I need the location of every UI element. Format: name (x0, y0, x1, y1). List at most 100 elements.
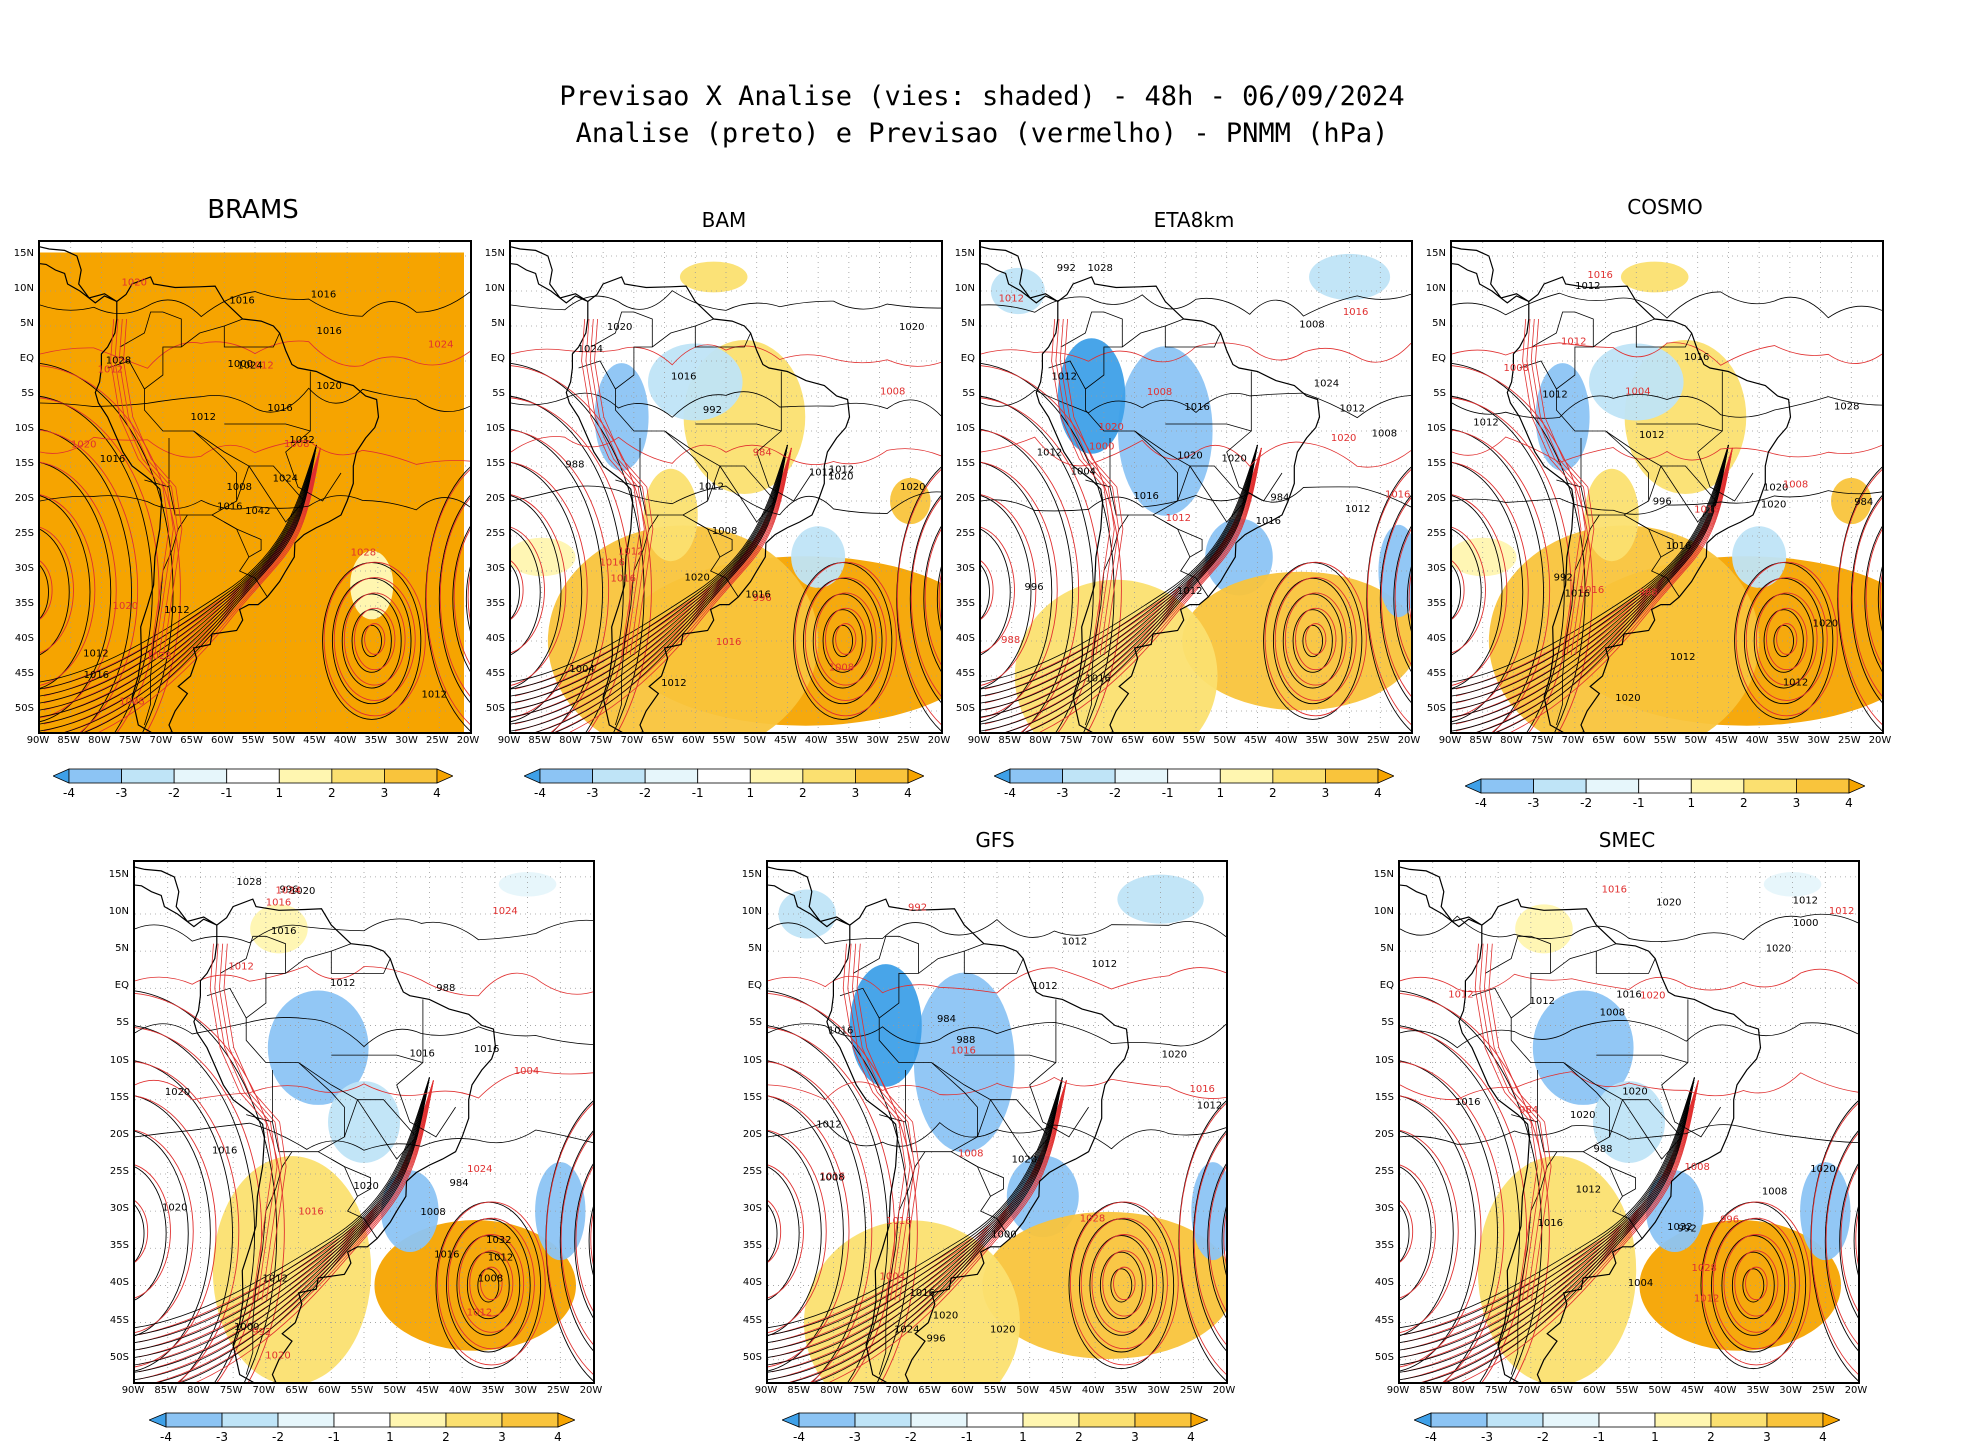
country-border (1636, 521, 1662, 558)
lat-tick-label: 40S (742, 1277, 762, 1289)
analysis-isobar (1400, 1077, 1695, 1351)
lon-tick-label: 85W (57, 735, 81, 746)
analysis-isobar (40, 444, 317, 697)
analysis-isobar (981, 444, 1258, 718)
lat-tick-label: 30S (1374, 1203, 1394, 1215)
central-america-coastline (40, 246, 118, 304)
country-border (590, 311, 653, 348)
country-border (719, 465, 776, 523)
country-border (119, 311, 182, 348)
forecast-isobar (981, 429, 1080, 732)
country-border (839, 987, 880, 1019)
forecast-isobar (589, 318, 650, 656)
forecast-isobar (135, 1129, 194, 1333)
south-america-coastline (1035, 276, 1321, 732)
isobar-label: 984 (449, 1178, 468, 1189)
forecast-isobar (514, 447, 792, 732)
isobar-label: 1016 (474, 1044, 499, 1055)
lon-tick-label: 55W (1653, 735, 1677, 746)
isobar-label: 1012 (1793, 895, 1818, 906)
analysis-isobar (135, 1077, 430, 1358)
forecast-isobar (1193, 1132, 1226, 1345)
forecast-isobar (1113, 1266, 1136, 1301)
isobar-label: 1020 (1622, 1086, 1647, 1097)
isobar-label: 1004 (1071, 466, 1096, 477)
isobar-label: 988 (1593, 1144, 1612, 1155)
forecast-isobar (1488, 943, 1552, 1301)
forecast-isobar (114, 318, 174, 656)
colorbar-tick-label: -4 (1475, 796, 1487, 810)
lat-tick-label: 15N (484, 248, 505, 259)
forecast-isobar (135, 1070, 593, 1101)
isobar-label: 1004 (1625, 386, 1650, 397)
colorbar-segment (501, 1412, 559, 1428)
isobar-label: 1012 (1177, 586, 1202, 597)
analysis-isobar (559, 1130, 593, 1352)
colorbar-arrow-high (1822, 1412, 1842, 1428)
forecast-isobar (896, 469, 941, 725)
colorbar-tick-label: 1 (1687, 796, 1696, 810)
country-border (330, 951, 391, 974)
isobar-label: 1016 (84, 670, 109, 681)
isobar-label: 988 (1639, 588, 1658, 599)
analysis-isobar (1400, 1025, 1521, 1382)
analysis-isobar (1452, 394, 1882, 419)
isobar-label: 992 (908, 903, 927, 914)
lon-tick-label: 90W (1438, 735, 1462, 746)
isobar-label: 992 (1678, 1224, 1697, 1235)
forecast-isobar (1064, 318, 1124, 656)
country-border (206, 987, 247, 1019)
country-border (1060, 311, 1123, 348)
forecast-isobar (1455, 447, 1733, 718)
colorbar-segment (854, 1412, 912, 1428)
isobar-label: 1012 (699, 481, 724, 492)
forecast-isobar (569, 447, 792, 732)
isobar-label: 1016 (1256, 516, 1281, 527)
lon-tick-label: 50W (743, 735, 767, 746)
lat-tick-label: 40S (1426, 633, 1446, 644)
colorbar-arrow-low (1412, 1412, 1432, 1428)
map-svg: 1012100810161012101610121012101610201020… (768, 862, 1226, 1382)
forecast-isobar (856, 943, 920, 1301)
lon-tick-label: 80W (820, 1385, 843, 1396)
lon-tick-label: 35W (1746, 1385, 1770, 1396)
country-border (219, 935, 286, 974)
colorbar (147, 1412, 577, 1428)
lat-tick-label: 20S (109, 1128, 129, 1140)
lon-tick-label: 70W (252, 1385, 276, 1396)
lon-tick-label: 45W (303, 735, 326, 746)
analysis-isobar (768, 1130, 822, 1337)
forecast-isobar (1080, 1217, 1168, 1350)
forecast-isobar (43, 447, 321, 725)
colorbar-segment (592, 768, 646, 784)
forecast-isobar (814, 592, 877, 686)
map-frame: 1042 1012 1008 1012 1008 1012 1016 1012 1016 1024… (38, 240, 472, 734)
colorbar-tick-label: -4 (63, 786, 75, 800)
forecast-isobar (1510, 447, 1733, 732)
forecast-isobar (1400, 1129, 1459, 1333)
map-svg: 1042 1012 1008 1012 1008 1012 1016 1012 1016 1024… (40, 242, 470, 732)
lon-tick-label: 30W (1779, 1385, 1802, 1396)
country-border (1697, 371, 1754, 502)
lon-tick-label: 75W (1059, 735, 1083, 746)
isobar-label: 1012 (1448, 990, 1473, 1001)
forecast-isobar (1865, 528, 1882, 666)
analysis-isobar (511, 564, 520, 620)
isobar-label: 1020 (353, 1181, 378, 1192)
lat-tick-label: 20S (14, 493, 34, 504)
colorbar-segment (1022, 1412, 1080, 1428)
analysis-isobar (1452, 291, 1882, 319)
analysis-isobar (511, 444, 788, 690)
central-america-coastline (135, 866, 218, 928)
forecast-isobar (135, 1164, 171, 1299)
forecast-isobar (768, 1095, 850, 1368)
figure-title: Previsao X Analise (vies: shaded) - 48h … (0, 78, 1964, 152)
analysis-isobar (1446, 1077, 1695, 1382)
isobar-label: 1012 (488, 1252, 513, 1263)
colorbar-segment (1542, 1412, 1600, 1428)
forecast-isobar (511, 429, 610, 732)
analysis-isobar (40, 444, 317, 718)
lat-tick-label: 10S (1426, 423, 1446, 434)
colorbar-segment (1710, 1412, 1768, 1428)
forecast-isobar (1766, 607, 1808, 671)
